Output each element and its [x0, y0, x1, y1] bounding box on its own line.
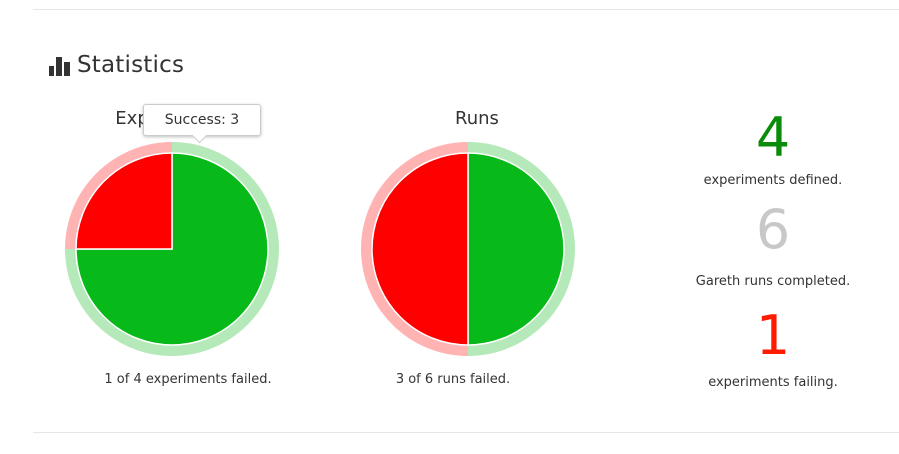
stat-runs-completed-label: Gareth runs completed. [695, 274, 851, 289]
tooltip-text: Success: 3 [164, 112, 240, 128]
pie-0-failed-ring [65, 142, 172, 249]
chart-title-runs: Runs [455, 108, 499, 129]
pie-1-failed-slice[interactable] [371, 152, 469, 346]
stat-experiments-defined-label: experiments defined. [703, 173, 843, 188]
bar-chart-icon [49, 57, 70, 76]
stat-experiments-defined-number: 4 [755, 106, 791, 169]
page-title: Statistics [77, 52, 185, 78]
bottom-divider [33, 432, 899, 433]
stat-runs-completed-number: 6 [755, 198, 791, 261]
statistics-header: Statistics [49, 50, 184, 80]
runs-pie-chart [361, 142, 575, 356]
top-divider [33, 9, 899, 10]
stat-experiments-failing-label: experiments failing. [708, 375, 838, 390]
pie-0-success-slice[interactable] [75, 152, 269, 346]
chart-caption-runs: 3 of 6 runs failed. [395, 372, 511, 387]
experiments-pie-chart [65, 142, 279, 356]
chart-tooltip: Success: 3 [143, 104, 261, 144]
pie-0-failed-slice[interactable] [75, 152, 173, 250]
chart-caption-experiments: 1 of 4 experiments failed. [104, 372, 272, 387]
pie-1-success-slice[interactable] [467, 152, 565, 346]
stat-experiments-failing-number: 1 [755, 304, 791, 367]
